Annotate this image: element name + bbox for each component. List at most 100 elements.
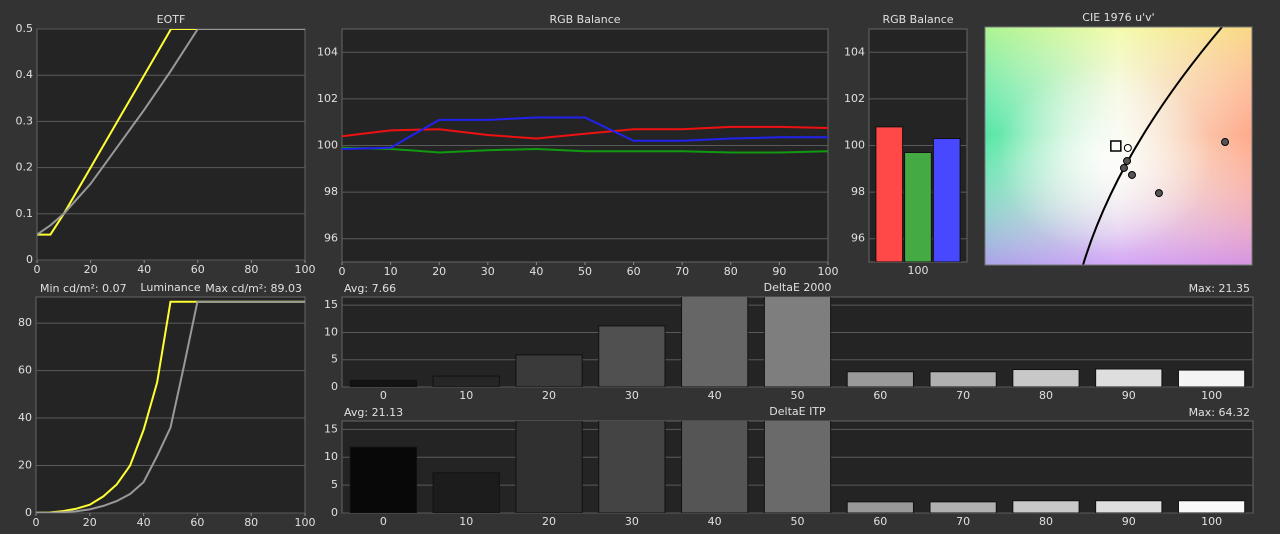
- bar: [904, 151, 932, 262]
- x-tick-label: 100: [295, 516, 316, 529]
- x-tick-label: 90: [1122, 389, 1136, 402]
- x-tick-label: 80: [1039, 515, 1053, 528]
- x-tick-label: 20: [83, 516, 97, 529]
- x-tick-label: 100: [295, 263, 316, 276]
- x-tick-label: 80: [244, 516, 258, 529]
- x-tick-label: 60: [873, 515, 887, 528]
- bar: [846, 371, 914, 387]
- measured-point: [1221, 138, 1230, 147]
- y-tick-label: 98: [324, 185, 338, 198]
- plot-marks: [349, 421, 1246, 513]
- x-tick-label: 20: [542, 515, 556, 528]
- bar: [763, 421, 832, 513]
- min-label: Min cd/m²: 0.07: [40, 282, 127, 295]
- x-tick-label: 0: [380, 389, 387, 402]
- x-tick-label: 20: [432, 265, 446, 278]
- x-tick-label: 0: [380, 515, 387, 528]
- bar: [681, 421, 749, 513]
- measured-point: [1123, 156, 1132, 165]
- plot-marks: [349, 297, 1246, 387]
- bar: [763, 297, 832, 387]
- y-tick-label: 100: [844, 139, 865, 152]
- x-tick-label: 0: [339, 265, 346, 278]
- x-tick-label: 10: [459, 389, 473, 402]
- series-line: [342, 116, 828, 150]
- y-tick-label: 10: [324, 450, 338, 463]
- chart: DeltaE 2000 Avg: 7.66 Max: 21.35 0 5 10 15 0 10 2…: [324, 281, 1254, 402]
- bar: [432, 375, 500, 387]
- y-tick-label: 5: [331, 353, 338, 366]
- y-tick-label: 104: [317, 45, 338, 58]
- chart: DeltaE ITP Avg: 21.13 Max: 64.32 0 5 10 15 0 10 2…: [324, 405, 1254, 528]
- bar: [515, 354, 583, 387]
- bar: [929, 501, 997, 513]
- measured-point: [1119, 163, 1128, 172]
- plot-marks: [37, 29, 305, 236]
- y-tick-label: 0: [25, 506, 32, 519]
- plot-marks: [36, 300, 305, 513]
- bar: [1177, 369, 1246, 387]
- x-tick-label: 90: [1122, 515, 1136, 528]
- y-tick-label: 102: [844, 92, 865, 105]
- x-tick-label: 80: [1039, 389, 1053, 402]
- y-tick-label: 0.3: [16, 114, 34, 127]
- series-line: [37, 29, 305, 236]
- plot-marks: [342, 116, 828, 154]
- plot-marks: [875, 126, 961, 262]
- y-tick-label: 0: [331, 380, 338, 393]
- y-tick-label: 104: [844, 45, 865, 58]
- bar: [598, 421, 666, 513]
- x-tick-label: 40: [529, 265, 543, 278]
- cie-background: [985, 26, 1252, 266]
- x-tick-label: 100: [818, 265, 839, 278]
- series-line: [342, 146, 828, 154]
- x-tick-label: 20: [542, 389, 556, 402]
- measured-point: [1123, 143, 1132, 152]
- x-tick-label: 60: [627, 265, 641, 278]
- chart: RGB Balance 96 98 100 102 104 100: [844, 13, 968, 277]
- chart-title: DeltaE ITP: [769, 405, 826, 418]
- chart-title: RGB Balance: [549, 13, 620, 26]
- y-tick-label: 102: [317, 92, 338, 105]
- x-tick-label: 10: [384, 265, 398, 278]
- bar: [1095, 500, 1163, 513]
- bar: [1012, 500, 1080, 513]
- bar: [598, 325, 666, 387]
- chart-title: CIE 1976 u'v': [1082, 11, 1154, 24]
- bar: [875, 126, 904, 262]
- series-line: [342, 125, 828, 140]
- y-tick-label: 100: [317, 139, 338, 152]
- chart-title: EOTF: [157, 13, 186, 26]
- y-tick-label: 20: [18, 459, 32, 472]
- y-tick-label: 96: [851, 232, 865, 245]
- bar: [681, 297, 749, 387]
- x-tick-label: 50: [578, 265, 592, 278]
- x-tick-label: 50: [791, 389, 805, 402]
- x-tick-label: 20: [84, 263, 98, 276]
- x-tick-label: 80: [244, 263, 258, 276]
- bar: [932, 138, 961, 262]
- x-tick-label: 70: [956, 389, 970, 402]
- avg-label: Avg: 7.66: [344, 282, 396, 295]
- x-tick-label: 100: [1201, 389, 1222, 402]
- bar: [929, 371, 997, 387]
- series-line: [36, 300, 305, 513]
- y-tick-label: 96: [324, 232, 338, 245]
- y-tick-label: 5: [331, 478, 338, 491]
- x-tick-label: 40: [708, 515, 722, 528]
- y-tick-label: 0.1: [16, 207, 34, 220]
- bar: [1095, 368, 1163, 387]
- x-tick-label: 80: [724, 265, 738, 278]
- plot-frame: [984, 26, 1253, 266]
- x-tick-label: 70: [956, 515, 970, 528]
- measured-point: [1127, 170, 1136, 179]
- y-tick-label: 10: [324, 325, 338, 338]
- x-tick-label: 70: [675, 265, 689, 278]
- chart: CIE 1976 u'v': [984, 11, 1253, 266]
- y-tick-label: 0: [331, 506, 338, 519]
- y-tick-label: 40: [18, 411, 32, 424]
- cie-white: [985, 27, 1252, 265]
- avg-label: Avg: 21.13: [344, 406, 403, 419]
- chart: RGB Balance 96 98 100 102 104 0 10 20 30 40 50 60 70 8…: [317, 13, 839, 278]
